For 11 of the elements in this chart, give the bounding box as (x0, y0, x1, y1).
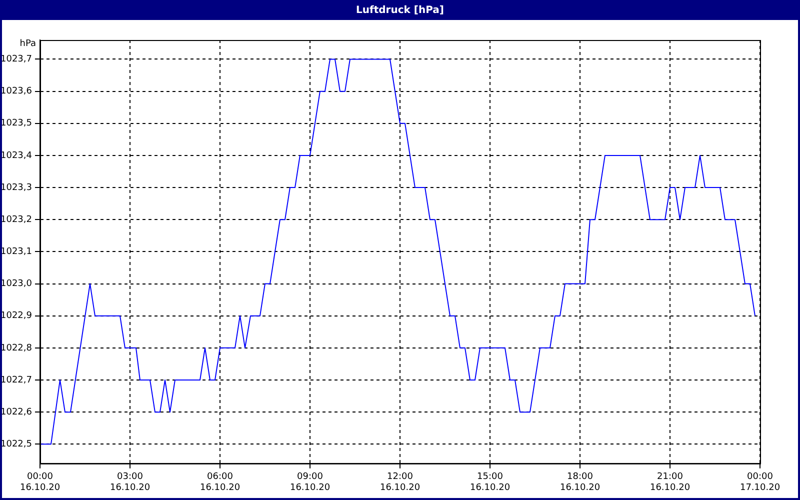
x-tick-label: 03:00 16.10.20 (110, 472, 150, 493)
x-tick-label: 21:00 16.10.20 (650, 472, 690, 493)
x-tick-label: 09:00 16.10.20 (290, 472, 330, 493)
x-tick-label: 18:00 16.10.20 (560, 472, 600, 493)
chart-title: Luftdruck [hPa] (2, 2, 798, 20)
x-tick-label: 06:00 16.10.20 (200, 472, 240, 493)
y-axis-title: hPa (20, 38, 36, 49)
x-tick-label: 00:00 17.10.20 (740, 472, 780, 493)
x-tick-label: 00:00 16.10.20 (20, 472, 60, 493)
x-tick-label: 12:00 16.10.20 (380, 472, 420, 493)
x-tick-label: 15:00 16.10.20 (470, 472, 510, 493)
